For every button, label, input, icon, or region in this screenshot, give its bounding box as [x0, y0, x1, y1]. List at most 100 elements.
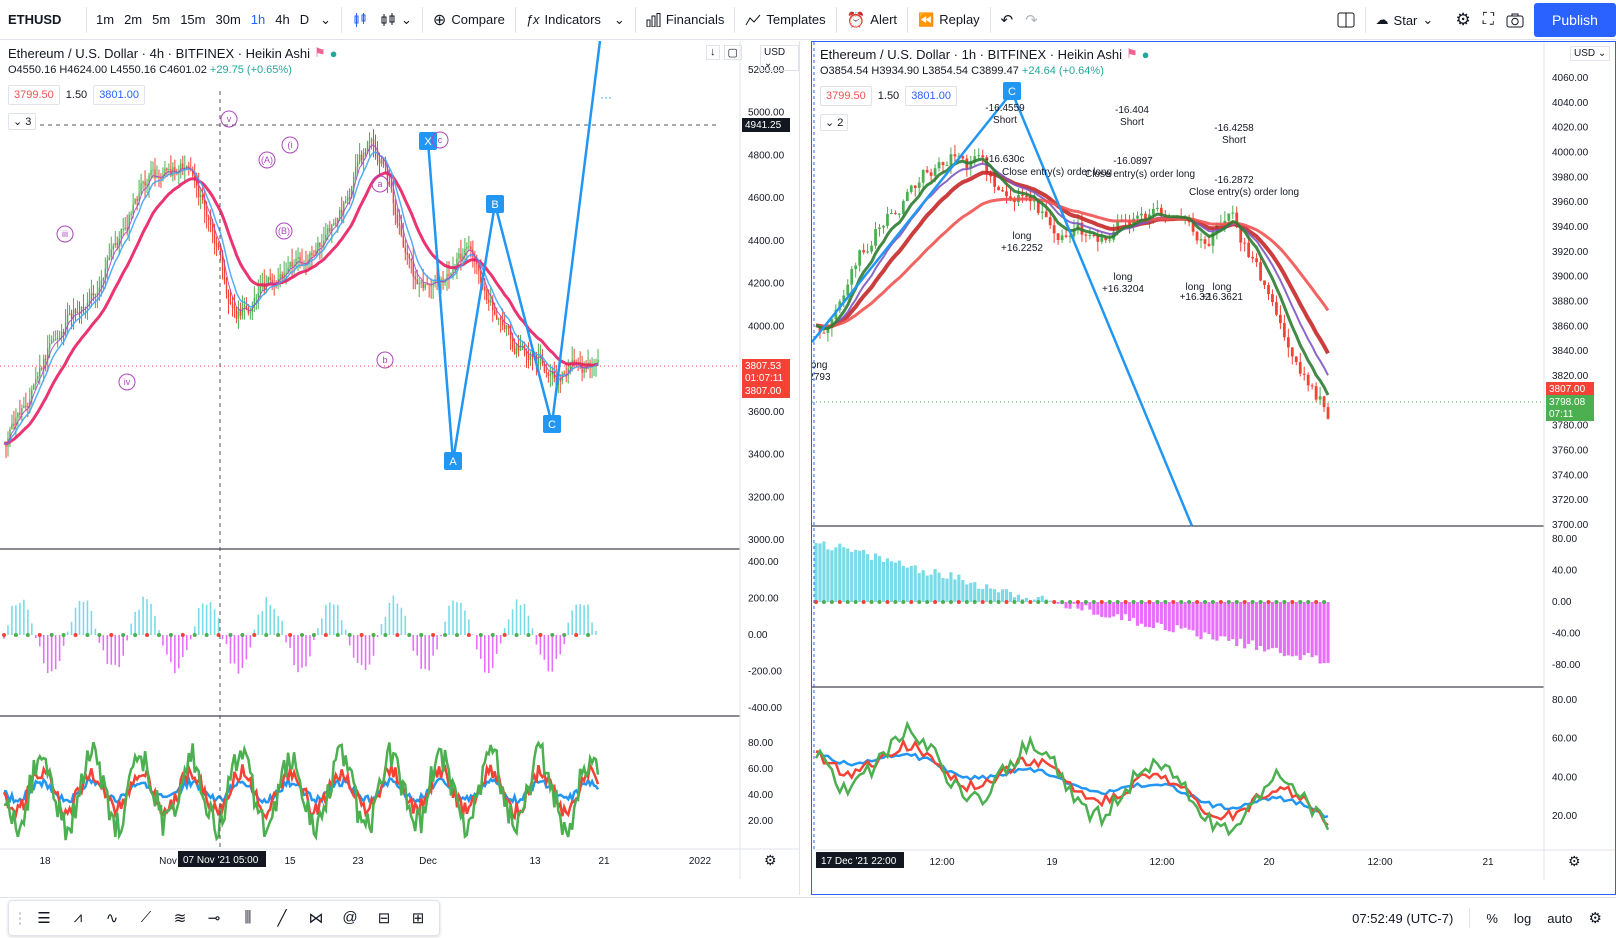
- flag-icon[interactable]: ⚑: [313, 45, 326, 60]
- templates-button[interactable]: Templates: [739, 0, 831, 40]
- candle-body: [539, 354, 542, 358]
- moving-average-line: [3, 171, 599, 445]
- candle-body: [293, 265, 295, 267]
- candle-body: [1294, 356, 1298, 363]
- maximize-icon[interactable]: ▢: [723, 45, 742, 60]
- left-chart-title[interactable]: Ethereum / U.S. Dollar · 4h · BITFINEX ·…: [8, 45, 310, 61]
- timeframe-D[interactable]: D: [299, 12, 310, 27]
- timeframe-15m[interactable]: 15m: [180, 12, 206, 27]
- sell-price-button[interactable]: 3799.50: [8, 85, 60, 105]
- right-studies-toggle[interactable]: ⌄ 2: [820, 114, 849, 131]
- time-axis-label: Nov: [159, 856, 177, 867]
- candle-body: [150, 170, 152, 176]
- flag-icon[interactable]: ⚑: [1125, 46, 1138, 61]
- zigzag-icon[interactable]: ⩘: [73, 909, 83, 926]
- measure-icon[interactable]: ⫼: [244, 909, 252, 926]
- candle-body: [858, 250, 862, 266]
- buy-price-button[interactable]: 3801.00: [905, 86, 957, 106]
- percent-toggle[interactable]: %: [1486, 910, 1498, 926]
- crosshair-time-label: 07 Nov '21 05:00: [183, 855, 259, 866]
- timeframe-1h[interactable]: 1h: [250, 12, 266, 27]
- timeframe-dropdown[interactable]: ⌄: [314, 0, 337, 40]
- indicators-button[interactable]: ƒx Indicators ⌄: [520, 0, 631, 40]
- time-axis-label: 12:00: [1367, 857, 1392, 868]
- right-currency[interactable]: USD ⌄: [1570, 46, 1611, 61]
- left-studies-toggle[interactable]: ⌄ 3: [8, 113, 37, 130]
- undo-button[interactable]: ↶: [995, 0, 1020, 40]
- candle-body: [231, 304, 234, 308]
- horizontal-lines-icon[interactable]: ☰: [37, 909, 51, 927]
- candle-body: [486, 290, 488, 300]
- log-toggle[interactable]: log: [1513, 910, 1532, 926]
- left-chart-pane[interactable]: 5200.00 5000.00 4800.00 4600.00 4400.00 4200.…: [0, 41, 800, 895]
- heikin-ashi-button[interactable]: ⌄: [374, 0, 418, 40]
- fib-spiral-icon[interactable]: @: [342, 909, 358, 926]
- fib-icon[interactable]: ≋: [173, 909, 187, 927]
- zero-dot: [1218, 600, 1223, 604]
- osc1-axis-label: 200.00: [748, 594, 779, 605]
- settings-button[interactable]: ⚙: [1450, 0, 1477, 40]
- divider: [734, 6, 736, 33]
- candle-body: [886, 213, 889, 226]
- buy-price-button[interactable]: 3801.00: [93, 85, 145, 105]
- bar-style-button[interactable]: [346, 0, 374, 40]
- alert-button[interactable]: ⏰ Alert: [841, 0, 903, 40]
- timeframe-30m[interactable]: 30m: [215, 12, 241, 27]
- compare-button[interactable]: ⊕ Compare: [427, 0, 511, 40]
- zero-dot: [941, 600, 946, 604]
- candle-body: [124, 227, 126, 230]
- dots-handle-icon[interactable]: ⋮: [12, 909, 28, 927]
- candle-body: [1255, 258, 1258, 263]
- candle-body: [68, 313, 71, 315]
- pattern-icon[interactable]: ⋈: [308, 909, 324, 927]
- strategy-annotation: -16.2872: [1214, 175, 1254, 186]
- candle-body: [1231, 212, 1235, 214]
- timeframe-2m[interactable]: 2m: [124, 12, 143, 27]
- publish-button[interactable]: Publish: [1534, 3, 1616, 37]
- right-chart-canvas[interactable]: 4060.00 4040.00 4020.00 4000.00 3980.00 3960.…: [812, 42, 1615, 894]
- settings-icon[interactable]: ⚙: [1588, 910, 1602, 927]
- candle-body: [148, 175, 150, 185]
- financials-button[interactable]: Financials: [640, 0, 731, 40]
- high-value: H4624.00: [59, 64, 108, 76]
- redo-button[interactable]: ↷: [1019, 0, 1044, 40]
- elliott-wave-icon[interactable]: ∿: [105, 909, 119, 927]
- star-button[interactable]: ☁ Star ⌄: [1370, 0, 1450, 40]
- candle-body: [1195, 231, 1199, 241]
- position-icon[interactable]: ⊟: [377, 909, 391, 927]
- line-icon[interactable]: ╱: [277, 909, 287, 927]
- clock[interactable]: 07:52:49 (UTC-7): [1352, 910, 1454, 926]
- elliott-wave-marker: [220, 110, 238, 128]
- candle-body: [422, 282, 424, 289]
- candle-body: [1235, 212, 1239, 228]
- timeframe-1m[interactable]: 1m: [96, 12, 115, 27]
- sell-price-button[interactable]: 3799.50: [820, 86, 872, 106]
- timeframe-4h[interactable]: 4h: [275, 12, 290, 27]
- right-chart-pane[interactable]: 4060.00 4040.00 4020.00 4000.00 3980.00 3960.…: [811, 41, 1616, 895]
- price-tag-label: 3798.08: [1549, 397, 1586, 408]
- fullscreen-button[interactable]: ⛶: [1477, 0, 1500, 40]
- price-axis-label: 3740.00: [1552, 470, 1589, 481]
- list-icon[interactable]: ⊞: [411, 909, 425, 927]
- zero-dot: [240, 633, 245, 637]
- left-chart-canvas[interactable]: 5200.005000.004800.004600.004400.004200.…: [0, 41, 800, 895]
- right-chart-title[interactable]: Ethereum / U.S. Dollar · 1h · BITFINEX ·…: [820, 46, 1122, 62]
- price-tag: [742, 384, 790, 398]
- candle-body: [396, 214, 399, 224]
- timeframe-5m[interactable]: 5m: [152, 12, 171, 27]
- layout-button[interactable]: [1331, 0, 1361, 40]
- candle-body: [392, 188, 395, 204]
- trend-line-icon[interactable]: ⟋: [140, 909, 152, 926]
- candle-body: [64, 322, 67, 334]
- candle-body: [408, 254, 410, 259]
- arrow-down-icon[interactable]: ↓: [706, 45, 720, 60]
- candle-body: [490, 299, 492, 303]
- candle-body: [331, 224, 333, 232]
- candle-body: [301, 262, 303, 265]
- auto-toggle[interactable]: auto: [1547, 910, 1573, 926]
- ray-icon[interactable]: ⊸: [207, 909, 221, 927]
- replay-button[interactable]: ⏪ Replay: [912, 0, 986, 40]
- symbol-search[interactable]: ETHUSD: [8, 12, 62, 27]
- snapshot-button[interactable]: [1500, 0, 1530, 40]
- left-currency[interactable]: USD ⌄: [760, 45, 799, 71]
